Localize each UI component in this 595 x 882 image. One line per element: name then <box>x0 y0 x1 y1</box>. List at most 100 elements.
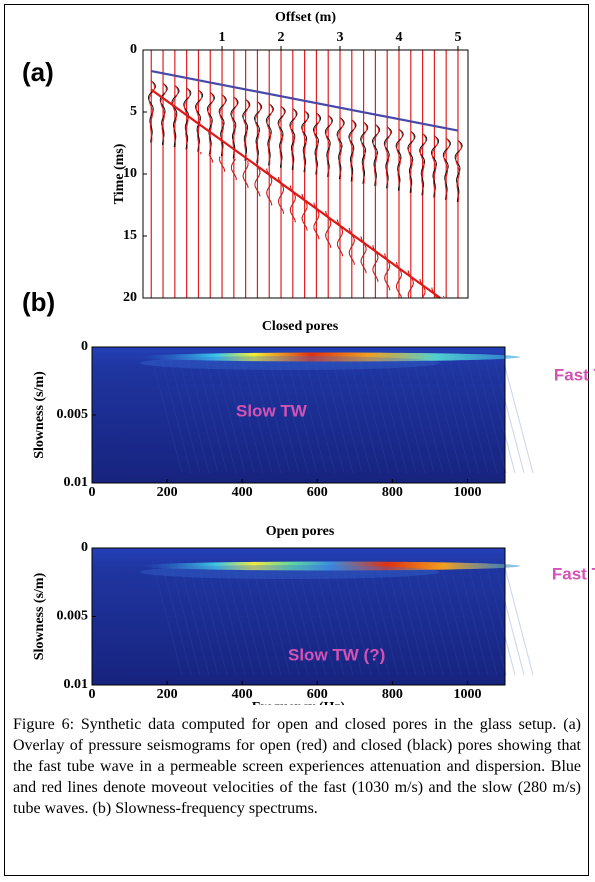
y-tick-label: 0 <box>130 42 137 57</box>
spectrum-texture <box>196 358 228 474</box>
y-tick-label: 15 <box>123 228 137 243</box>
x-tick-label: 200 <box>157 687 178 702</box>
spectrum-texture <box>502 358 534 474</box>
x-tick-label: 3 <box>337 30 344 45</box>
y-axis-title: Time (ms) <box>112 143 127 204</box>
spectrum-band <box>140 561 520 571</box>
slow-moveout-line <box>150 88 441 299</box>
wiggle <box>419 133 427 299</box>
figure-caption: Figure 6: Synthetic data computed for op… <box>13 716 581 817</box>
spectrum-texture <box>160 559 192 676</box>
spectrum-texture <box>277 559 309 676</box>
spectrum-title: Open pores <box>266 524 335 539</box>
plot-frame <box>142 49 469 299</box>
x-tick-label: 1 <box>219 30 226 45</box>
spectrum-band <box>140 352 520 362</box>
spectrum-texture <box>394 358 426 474</box>
x-tick-label: 600 <box>307 687 328 702</box>
spectrum-texture <box>466 559 498 676</box>
panel-label: (b) <box>22 287 55 317</box>
y-axis-title: Slowness (s/m) <box>32 371 47 459</box>
x-tick-label: 600 <box>307 485 328 500</box>
spectrum-texture <box>367 358 399 474</box>
spectrum-texture <box>331 358 363 474</box>
spectrum-texture <box>187 559 219 676</box>
annotation: Slow TW (?) <box>288 645 385 664</box>
spectrum-texture <box>340 358 372 474</box>
wiggle <box>242 98 251 189</box>
spectrum-texture <box>313 559 345 676</box>
spectrum-band-halo <box>140 356 440 370</box>
wiggle <box>442 137 451 297</box>
y-tick-label: 0 <box>81 540 88 555</box>
spectrum-texture <box>160 358 192 474</box>
spectrum-texture <box>214 358 246 474</box>
spectrum-texture <box>169 358 201 474</box>
wiggle <box>454 140 463 203</box>
wiggle <box>207 92 214 163</box>
spectrum-texture <box>151 358 183 474</box>
fast-moveout-line <box>151 70 459 132</box>
spectrum-texture <box>421 358 453 474</box>
spectrum-texture <box>205 358 237 474</box>
spectrum-texture <box>268 559 300 676</box>
spectrum-texture <box>376 358 408 474</box>
spectrum-texture <box>304 358 336 474</box>
spectrum-texture <box>232 358 264 474</box>
wiggle <box>219 94 226 172</box>
spectrum-texture <box>223 559 255 676</box>
x-tick-label: 2 <box>278 30 285 45</box>
wiggle <box>254 101 262 197</box>
spectrum-texture <box>223 358 255 474</box>
spectrum-texture <box>277 358 309 474</box>
spectrum-texture <box>349 559 381 676</box>
annotation: Fast TW <box>554 365 595 384</box>
spectrum-texture <box>466 358 498 474</box>
spectrum-texture <box>475 559 507 676</box>
spectrum-texture <box>178 358 210 474</box>
spectrum-texture <box>394 559 426 676</box>
spectrum-texture <box>493 559 525 676</box>
spectrum-texture <box>286 559 318 676</box>
wiggle <box>160 82 167 145</box>
spectrum-texture <box>151 559 183 676</box>
figure: (a) Offset (m) Time (ms) 1 2 3 4 5 0 5 10 15 20 (b) Cl… <box>22 10 595 705</box>
spectrum-texture <box>250 358 282 474</box>
x-tick-label: 800 <box>382 687 403 702</box>
spectrum-texture <box>403 358 435 474</box>
wiggle <box>171 85 180 148</box>
spectrum-texture <box>484 358 516 474</box>
spectrum-texture <box>241 559 273 676</box>
wiggle <box>395 128 404 298</box>
x-tick-label: 400 <box>232 687 253 702</box>
x-tick-label: 4 <box>395 30 402 45</box>
spectrum-texture <box>286 358 318 474</box>
spectrum-texture <box>421 559 453 676</box>
spectrum-texture <box>295 559 327 676</box>
spectrum-texture <box>187 358 219 474</box>
spectrum-texture <box>484 559 516 676</box>
x-tick-label: 1000 <box>453 687 481 702</box>
spectrum-texture <box>331 559 363 676</box>
x-axis-title: Offset (m) <box>275 10 336 25</box>
spectrum-texture <box>241 358 273 474</box>
y-tick-label: 0.01 <box>64 475 89 490</box>
y-tick-label: 10 <box>123 166 137 181</box>
y-tick-label: 0.005 <box>57 609 89 624</box>
spectrum-texture <box>430 358 462 474</box>
spectrum-texture <box>403 559 435 676</box>
wiggle <box>383 126 392 291</box>
wiggle <box>195 89 203 155</box>
spectrum-texture <box>457 559 489 676</box>
spectrum-texture <box>358 559 390 676</box>
x-tick-label: 1000 <box>453 485 481 500</box>
wiggle <box>455 140 462 203</box>
spectrum-texture <box>367 559 399 676</box>
annotation: Fast TW <box>552 564 595 583</box>
spectrum-band-halo <box>140 565 440 579</box>
spectrum-image <box>92 347 505 483</box>
spectrum-texture <box>250 559 282 676</box>
spectrum-texture <box>376 559 408 676</box>
spectrum-texture <box>412 358 444 474</box>
